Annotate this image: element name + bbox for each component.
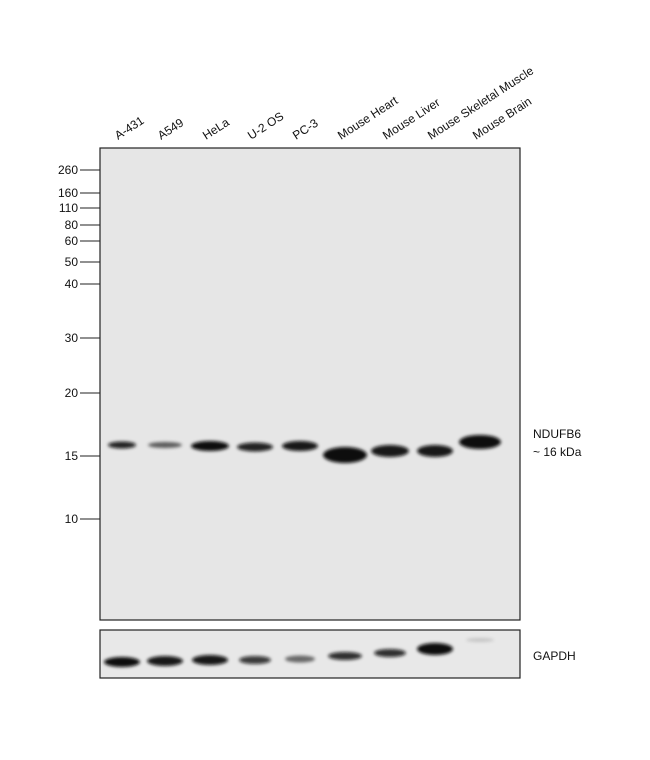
gapdh-band <box>328 652 362 660</box>
gapdh-blot <box>99 629 521 679</box>
target-name: NDUFB6 <box>533 427 581 441</box>
loading-control: GAPDH <box>533 649 576 663</box>
marker-label: 20 <box>65 386 79 400</box>
lane-label: HeLa <box>200 115 232 143</box>
marker-label: 10 <box>65 512 79 526</box>
lane-label: PC-3 <box>290 116 321 143</box>
bands <box>104 435 501 667</box>
target-band <box>459 435 501 449</box>
marker-label: 40 <box>65 277 79 291</box>
marker-label: 110 <box>59 201 78 215</box>
lane-label: U-2 OS <box>245 109 286 143</box>
gapdh-band <box>147 656 183 666</box>
target-band <box>108 441 136 449</box>
target-band <box>417 445 453 457</box>
target-band <box>282 441 318 451</box>
target-band <box>371 445 409 457</box>
gapdh-band <box>104 657 140 667</box>
gapdh-band <box>417 643 453 655</box>
marker-label: 260 <box>58 163 78 177</box>
gapdh-band <box>285 655 315 663</box>
marker-label: 50 <box>65 255 79 269</box>
gapdh-band <box>239 656 271 664</box>
marker-label: 30 <box>65 331 79 345</box>
marker-label: 60 <box>65 234 79 248</box>
lane-label: A549 <box>155 115 186 142</box>
gapdh-band <box>192 655 228 665</box>
target-band <box>148 442 182 448</box>
marker-label: 80 <box>65 218 79 232</box>
marker-label: 15 <box>65 449 79 463</box>
target-band <box>237 442 273 452</box>
marker-label: 160 <box>58 186 78 200</box>
gapdh-band <box>374 649 406 657</box>
target-band <box>191 441 229 451</box>
main-blot <box>99 147 521 621</box>
lane-label: A-431 <box>112 113 147 142</box>
target-size: ~ 16 kDa <box>533 445 582 459</box>
gapdh-band <box>466 638 494 642</box>
target-band <box>323 447 367 463</box>
